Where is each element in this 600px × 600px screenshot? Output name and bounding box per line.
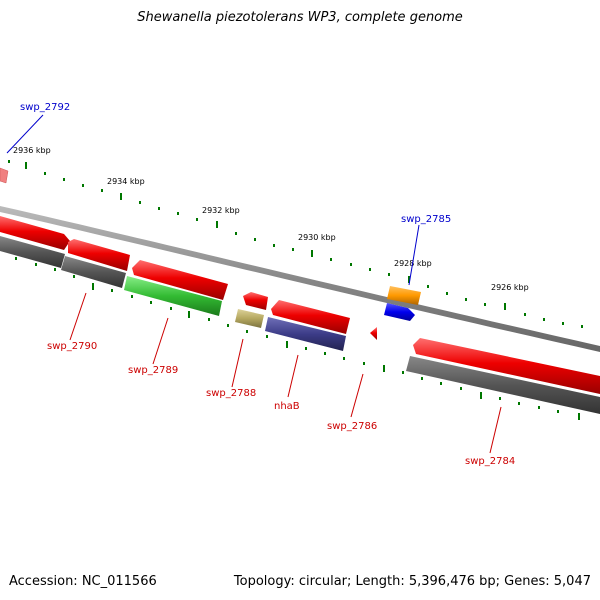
gene-label-swp-2790[interactable]: swp_2790 bbox=[47, 341, 97, 352]
inner-scale-ticks bbox=[15, 257, 580, 420]
leader-swp-2790 bbox=[69, 292, 87, 341]
leader-swp-2784 bbox=[489, 406, 502, 454]
cds-swp-2784[interactable] bbox=[413, 338, 600, 394]
cds-swp-2788[interactable] bbox=[132, 260, 228, 300]
scale-label-2934: 2934 kbp bbox=[107, 177, 145, 186]
accession-text: Accession: NC_011566 bbox=[9, 574, 157, 589]
genome-summary-text: Topology: circular; Length: 5,396,476 bp… bbox=[233, 574, 591, 589]
feature-swp-2785-blue[interactable] bbox=[384, 303, 415, 321]
scale-label-2930: 2930 kbp bbox=[298, 233, 336, 242]
cds-swp-2790[interactable] bbox=[0, 216, 70, 250]
leader-swp-2786 bbox=[350, 373, 364, 418]
gene-track-left-2 bbox=[61, 256, 126, 288]
cds-small-red[interactable] bbox=[370, 327, 377, 340]
scale-minor-ticks bbox=[8, 160, 583, 328]
leader-nhaB bbox=[287, 354, 299, 398]
gene-label-swp-2786[interactable]: swp_2786 bbox=[327, 421, 377, 432]
feature-navy[interactable] bbox=[265, 317, 346, 351]
page-title: Shewanella piezotolerans WP3, complete g… bbox=[137, 10, 463, 25]
feature-orange[interactable] bbox=[387, 286, 421, 305]
gene-label-nhaB[interactable]: nhaB bbox=[274, 401, 300, 412]
cds-swp-2786[interactable] bbox=[271, 300, 350, 334]
gene-label-swp-2785[interactable]: swp_2785 bbox=[401, 214, 451, 225]
leader-swp-2785 bbox=[408, 224, 420, 286]
scale-ticks bbox=[25, 162, 506, 310]
scale-label-2926: 2926 kbp bbox=[491, 283, 529, 292]
gene-label-swp-2792[interactable]: swp_2792 bbox=[20, 102, 70, 113]
leader-swp-2788 bbox=[231, 338, 244, 388]
gene-track-right bbox=[406, 356, 600, 414]
feature-green[interactable] bbox=[124, 276, 222, 316]
feature-tan[interactable] bbox=[235, 309, 264, 328]
cds-nhaB[interactable] bbox=[243, 292, 268, 310]
cds-swp-2789[interactable] bbox=[68, 239, 130, 271]
gene-track-left-1 bbox=[0, 236, 65, 268]
leader-swp-2789 bbox=[152, 317, 169, 365]
gene-label-swp-2784[interactable]: swp_2784 bbox=[465, 456, 515, 467]
scale-label-2932: 2932 kbp bbox=[202, 206, 240, 215]
genome-backbone bbox=[0, 206, 600, 352]
feature-swp-2792-pink[interactable] bbox=[0, 167, 9, 184]
scale-label-2936: 2936 kbp bbox=[13, 146, 51, 155]
leader-swp-2792 bbox=[6, 114, 44, 154]
gene-label-swp-2789[interactable]: swp_2789 bbox=[128, 365, 178, 376]
gene-label-swp-2788[interactable]: swp_2788 bbox=[206, 388, 256, 399]
